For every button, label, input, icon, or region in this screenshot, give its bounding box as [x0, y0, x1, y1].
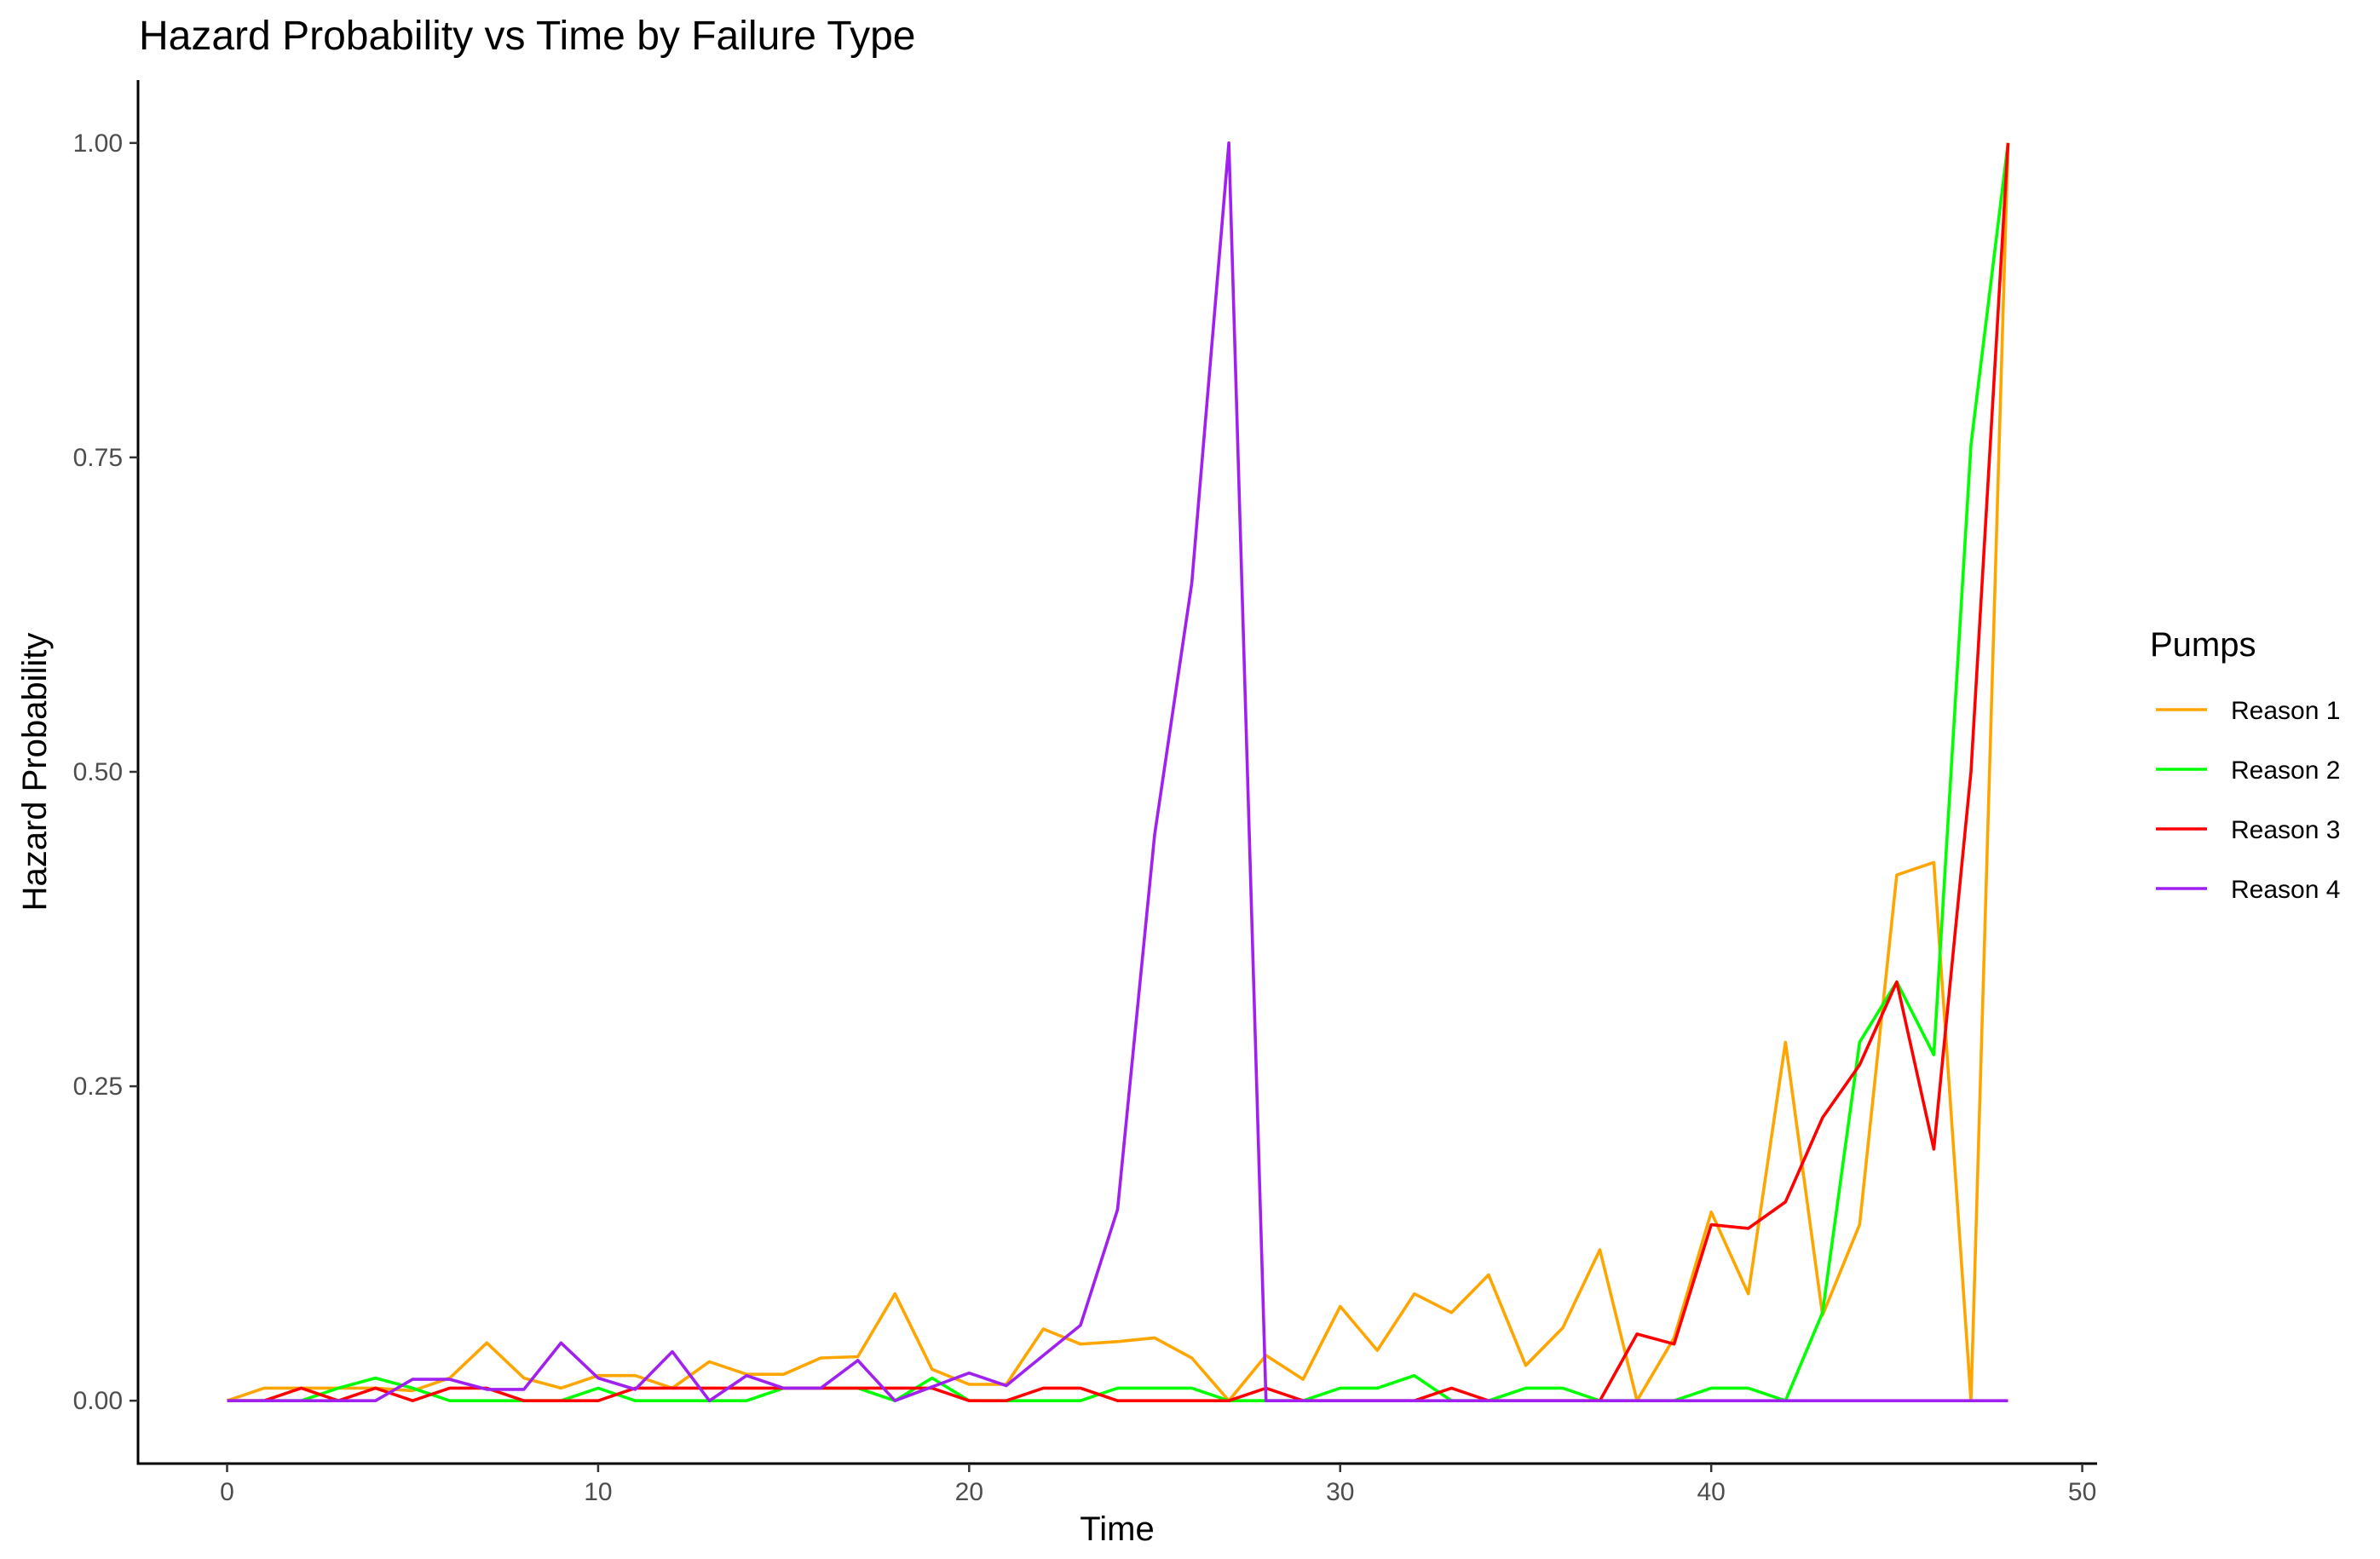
- legend-title: Pumps: [2150, 626, 2256, 664]
- series-line-reason-1: [226, 142, 2010, 1402]
- series-line-reason-4: [227, 141, 2008, 1402]
- legend-label: Reason 1: [2231, 697, 2340, 725]
- chart-title: Hazard Probability vs Time by Failure Ty…: [139, 14, 915, 59]
- series-line-reason-3: [227, 142, 2010, 1402]
- legend-label: Reason 2: [2231, 756, 2340, 785]
- y-tick-label: 0.75: [73, 444, 123, 472]
- y-tick-label: 0.25: [73, 1073, 123, 1101]
- axis-ticks: 0 10 20 30 40 50 0.00 0.25 0.50 0.75 1.00: [73, 129, 2097, 1506]
- x-tick-label: 10: [584, 1478, 612, 1506]
- y-tick-label: 0.00: [73, 1387, 123, 1415]
- legend: Pumps Reason 1 Reason 2 Reason 3 Reason 4: [2150, 626, 2340, 904]
- x-axis-title: Time: [1080, 1510, 1154, 1548]
- legend-label: Reason 3: [2231, 816, 2340, 844]
- x-tick-label: 20: [955, 1478, 983, 1506]
- y-axis-title: Hazard Probability: [16, 633, 54, 912]
- plot-area: [226, 141, 2010, 1402]
- legend-label: Reason 4: [2231, 876, 2340, 904]
- x-tick-label: 50: [2068, 1478, 2096, 1506]
- x-tick-label: 0: [220, 1478, 234, 1506]
- legend-items: Reason 1 Reason 2 Reason 3 Reason 4: [2156, 697, 2340, 904]
- x-tick-label: 40: [1697, 1478, 1725, 1506]
- x-tick-label: 30: [1326, 1478, 1354, 1506]
- y-tick-label: 0.50: [73, 758, 123, 786]
- y-tick-label: 1.00: [73, 129, 123, 158]
